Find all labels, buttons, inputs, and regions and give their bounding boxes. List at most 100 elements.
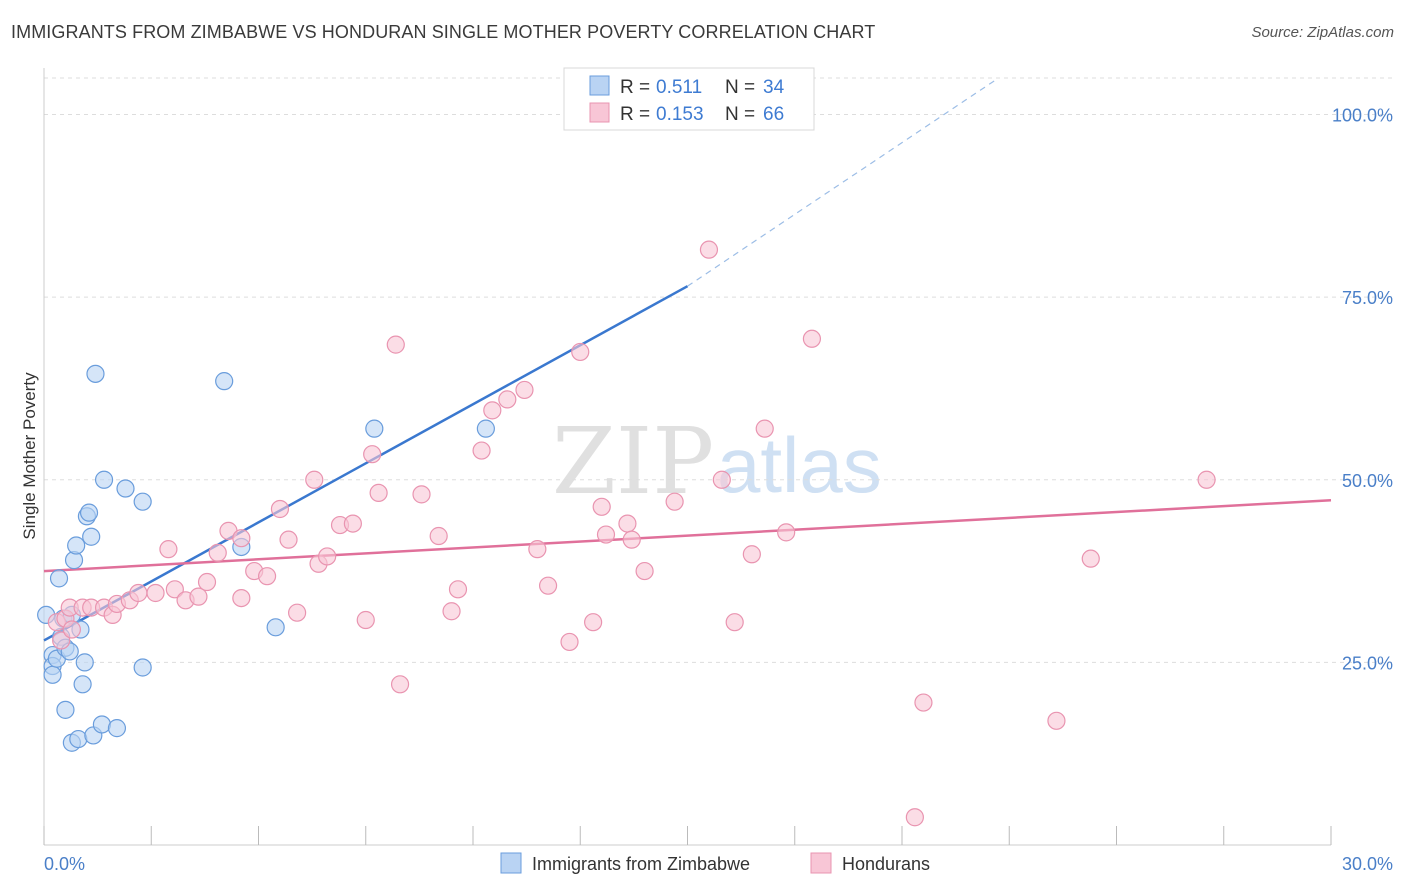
point-honduran-46 [538,576,558,595]
point-honduran-62 [802,329,822,348]
point-honduran-63 [905,808,924,827]
bottom-legend-swatch-zimbabwe [500,852,522,874]
point-honduran-43 [498,390,517,409]
bottom-legend-swatch-hondurans [810,852,832,874]
point-zimbabwe-30 [215,372,234,391]
axis-labels: 25.0% 50.0% 75.0% 100.0% 0.0% 30.0% Single Mot… [20,106,1393,874]
point-honduran-58 [725,613,744,632]
point-zimbabwe-5 [49,569,69,588]
axes [43,68,1332,846]
point-zimbabwe-3 [43,665,62,684]
chart-title: IMMIGRANTS FROM ZIMBABWE VS HONDURAN SIN… [11,22,876,42]
point-honduran-36 [390,675,410,694]
point-zimbabwe-34 [476,419,495,438]
point-honduran-56 [699,240,719,259]
point-honduran-18 [208,543,227,562]
point-honduran-32 [356,610,375,630]
y-tick-label-3: 100.0% [1332,106,1393,126]
point-honduran-27 [305,470,324,489]
trendline-zimbabwe-extension [687,78,997,287]
series-legend: Immigrants from Zimbabwe Hondurans [500,852,930,874]
point-zimbabwe-26 [107,719,127,738]
legend-r-value-1: 0.511 [656,77,702,98]
point-honduran-13 [159,540,178,559]
y-tick-label-0: 25.0% [1342,653,1393,673]
point-honduran-23 [257,567,277,586]
point-zimbabwe-32 [266,618,285,637]
legend-swatch-zimbabwe [589,75,610,96]
point-zimbabwe-9 [56,700,75,719]
point-honduran-60 [755,419,774,438]
point-honduran-51 [596,525,616,544]
point-zimbabwe-33 [365,419,384,438]
point-honduran-41 [472,441,491,460]
y-axis-label: Single Mother Poverty [20,372,39,540]
point-honduran-48 [571,342,590,362]
point-honduran-11 [129,583,148,603]
point-honduran-59 [742,545,761,564]
legend-r-value-2: 0.153 [656,104,704,125]
point-zimbabwe-20 [79,503,99,522]
point-honduran-34 [369,483,388,503]
point-honduran-1 [52,631,71,650]
point-honduran-38 [429,526,448,546]
legend-r-label-1: R = [620,77,650,98]
point-honduran-64 [914,693,933,712]
point-zimbabwe-23 [86,364,105,383]
legend-swatch-hondurans [589,102,610,123]
x-tick-label-0: 0.0% [44,854,85,874]
point-honduran-39 [442,602,461,621]
point-zimbabwe-15 [69,729,88,749]
point-honduran-24 [270,499,290,519]
trendlines [43,78,1332,642]
point-honduran-4 [62,620,81,639]
legend-n-value-1: 34 [763,77,785,98]
point-honduran-52 [618,514,637,533]
point-honduran-33 [363,445,382,464]
point-honduran-29 [318,547,337,566]
legend-r-label-2: R = [620,104,650,125]
point-honduran-31 [343,514,362,533]
watermark-zip: ZIP [552,408,714,515]
x-tick-label-1: 30.0% [1342,854,1393,874]
point-honduran-47 [560,632,579,652]
point-honduran-50 [592,497,611,516]
legend-n-label-1: N = [725,77,755,98]
trendline-hondurans [43,498,1332,573]
source-credit: Source: ZipAtlas.com [1251,24,1394,41]
point-zimbabwe-24 [94,470,114,489]
point-zimbabwe-27 [116,479,135,498]
point-honduran-44 [515,380,534,400]
bottom-legend-label-zimbabwe: Immigrants from Zimbabwe [532,854,750,874]
point-honduran-49 [584,613,603,632]
point-zimbabwe-29 [133,658,152,677]
point-honduran-35 [386,335,405,354]
point-honduran-54 [635,561,654,581]
point-honduran-17 [197,572,217,592]
point-honduran-40 [448,580,468,599]
y-tick-label-1: 50.0% [1342,471,1393,491]
legend-n-value-2: 66 [763,104,784,125]
point-honduran-42 [483,401,502,420]
point-honduran-14 [165,580,184,599]
y-tick-label-2: 75.0% [1342,288,1393,308]
watermark-atlas: atlas [717,421,882,509]
point-zimbabwe-28 [133,492,152,511]
point-zimbabwe-18 [75,653,94,672]
point-honduran-53 [622,530,641,549]
point-honduran-67 [1197,470,1216,489]
point-zimbabwe-21 [82,527,101,546]
point-honduran-55 [665,492,684,511]
legend-n-label-2: N = [725,104,755,125]
data-points [37,240,1216,827]
point-zimbabwe-17 [73,675,92,694]
point-honduran-26 [288,603,307,622]
point-honduran-20 [232,529,251,548]
point-zimbabwe-25 [92,715,112,734]
point-honduran-21 [232,588,251,608]
point-honduran-12 [146,583,165,603]
point-honduran-61 [777,523,796,542]
point-honduran-57 [712,470,731,489]
point-zimbabwe-14 [67,536,86,555]
